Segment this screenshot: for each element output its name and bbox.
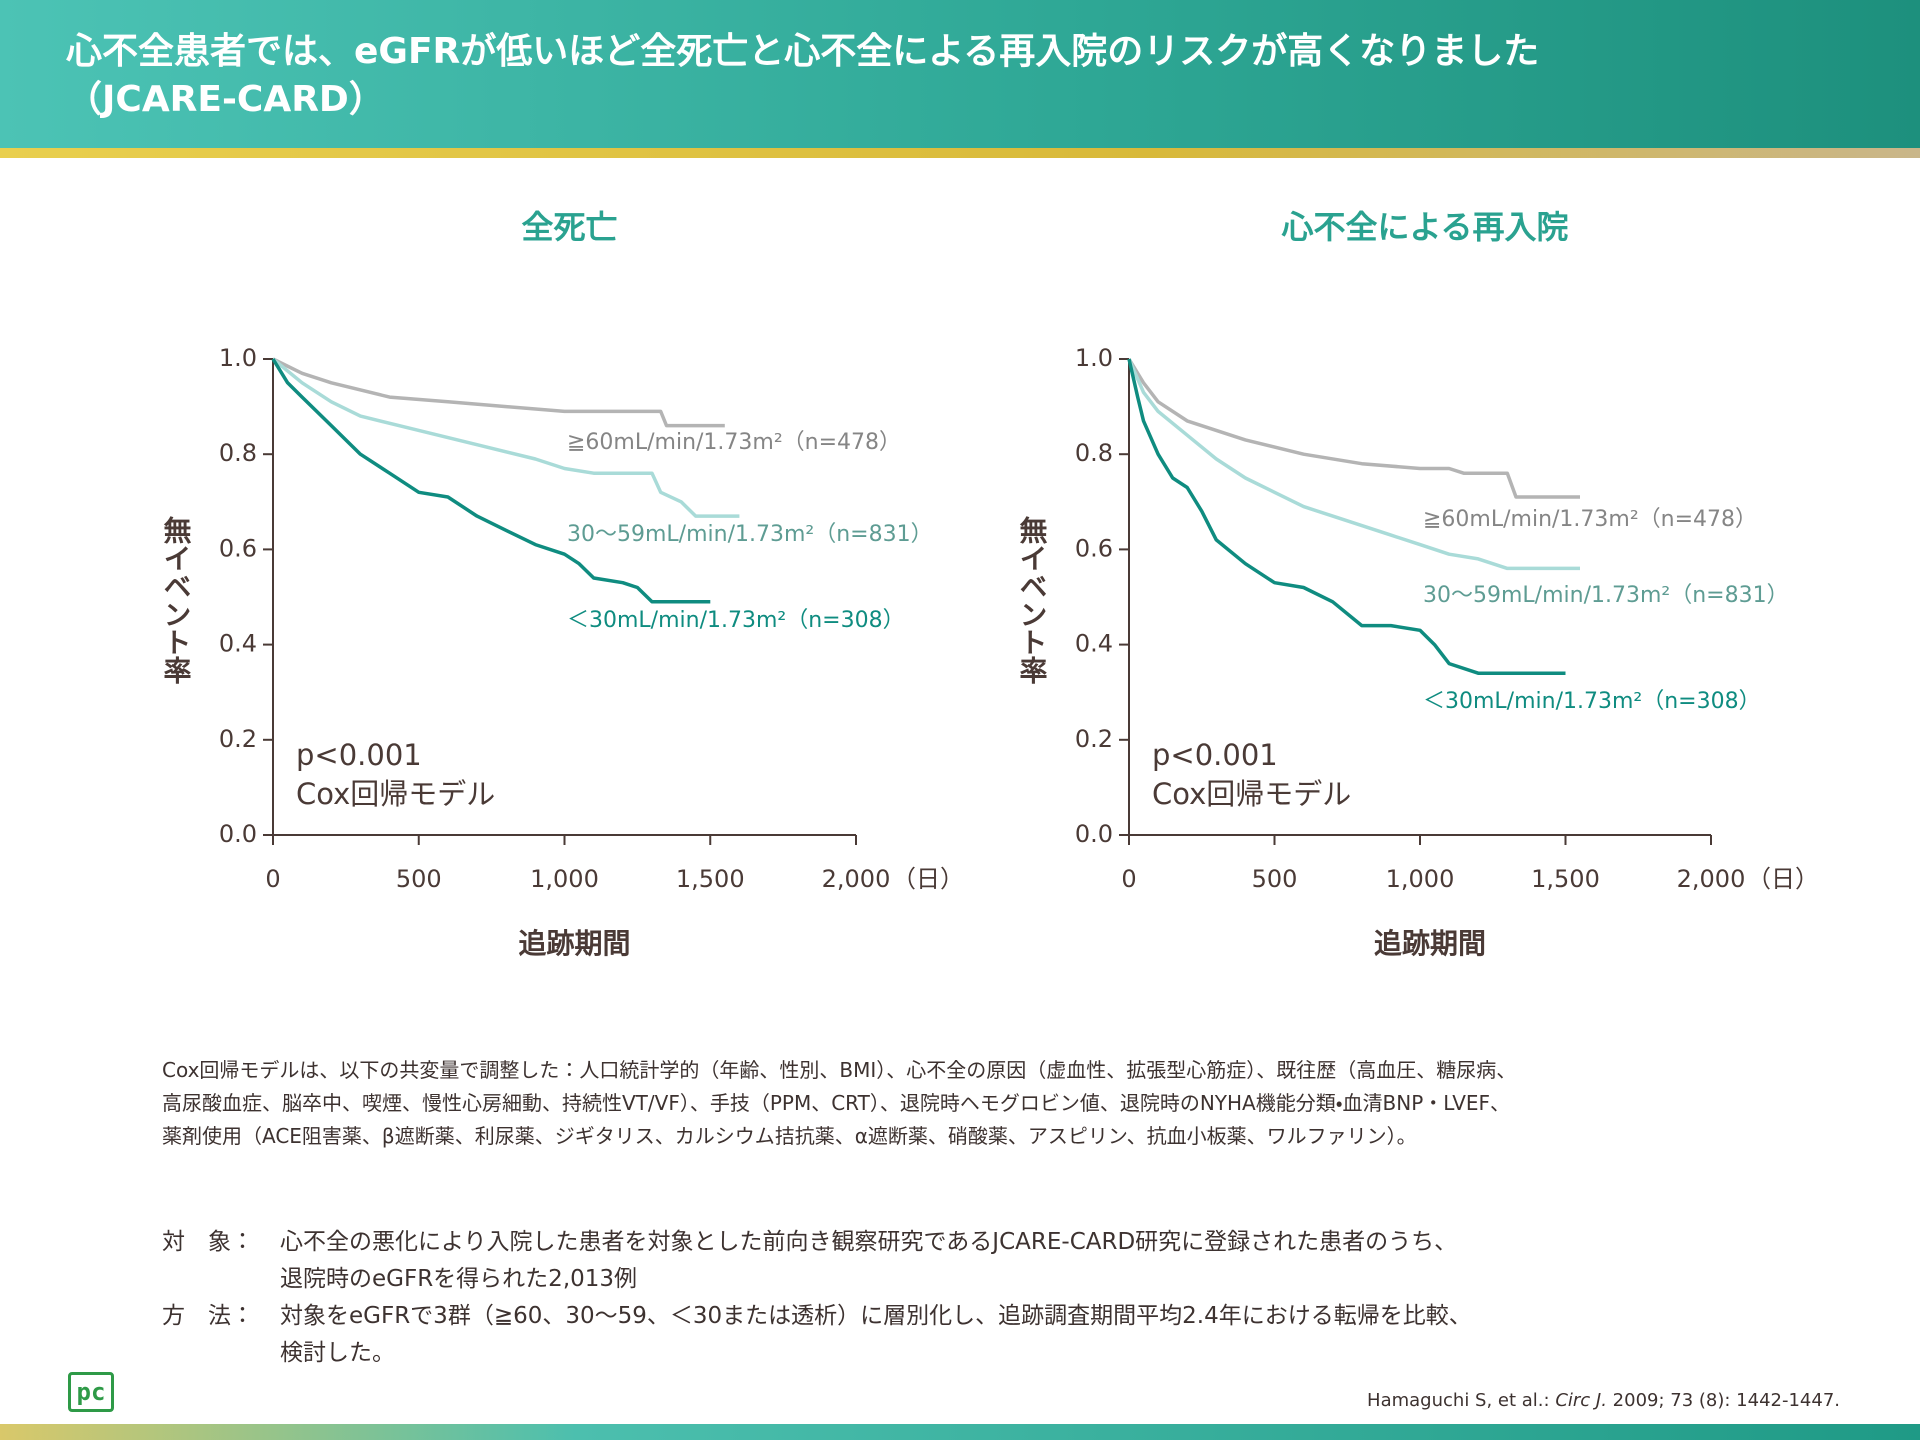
- logo: pc: [68, 1372, 114, 1412]
- citation: Hamaguchi S, et al.: Circ J. 2009; 73 (8…: [1367, 1390, 1840, 1411]
- y-tick-label: 0.8: [1075, 439, 1113, 467]
- citation-authors: Hamaguchi S, et al.:: [1367, 1390, 1556, 1411]
- study-row: 方 法： 対象をeGFRで3群（≧60、30～59、＜30または透析）に層別化し、…: [162, 1298, 1472, 1372]
- y-tick-label: 0.6: [1075, 534, 1113, 562]
- series-label: ≧60mL/min/1.73m²（n=478）: [1423, 507, 1757, 532]
- note-line: Cox回帰モデルは、以下の共変量で調整した：人口統計学的（年齢、性別、BMI）、…: [162, 1058, 1517, 1082]
- y-tick-label: 1.0: [219, 344, 257, 372]
- citation-details: 2009; 73 (8): 1442-1447.: [1606, 1390, 1840, 1411]
- y-tick-label: 0.0: [219, 820, 257, 848]
- y-tick-label: 0.6: [219, 534, 257, 562]
- x-tick-label: 500: [1252, 865, 1298, 893]
- y-tick-label: 0.0: [1075, 820, 1113, 848]
- series-label: ＜30mL/min/1.73m²（n=308）: [1423, 689, 1761, 714]
- survival-curve: [272, 357, 725, 428]
- x-tick-label: 1,000: [1386, 865, 1455, 893]
- x-unit: （日）: [1747, 865, 1819, 893]
- x-tick-label: 1,500: [1531, 865, 1600, 893]
- x-tick-label: 0: [1121, 865, 1136, 893]
- note-line: 薬剤使用（ACE阻害薬、β遮断薬、利尿薬、ジギタリス、カルシウム拮抗薬、α遮断薬…: [162, 1124, 1417, 1148]
- x-tick-label: 1,000: [530, 865, 599, 893]
- y-tick-label: 0.2: [219, 725, 257, 753]
- x-unit: （日）: [892, 865, 964, 893]
- study-text: 心不全の悪化により入院した患者を対象とした前向き観察研究であるJCARE-CAR…: [280, 1224, 1457, 1298]
- survival-curve: [271, 358, 711, 604]
- study-term: 方 法：: [162, 1303, 254, 1329]
- x-tick-label: 2,000: [822, 865, 891, 893]
- study-line: 対象をeGFRで3群（≧60、30～59、＜30または透析）に層別化し、追跡調査…: [280, 1303, 1472, 1329]
- note-line: 高尿酸血症、脳卒中、喫煙、慢性心房細動、持続性VT/VF）、手技（PPM、CRT…: [162, 1091, 1511, 1115]
- bottom-band: [0, 1424, 1920, 1440]
- title-line: 心不全患者では、eGFRが低いほど全死亡と心不全による再入院のリスクが高くなりま…: [66, 31, 1540, 72]
- study-row: 対 象： 心不全の悪化により入院した患者を対象とした前向き観察研究であるJCARE…: [162, 1224, 1472, 1298]
- annotation: Cox回帰モデル: [1152, 777, 1351, 811]
- study-term: 対 象：: [162, 1229, 254, 1255]
- study-text: 対象をeGFRで3群（≧60、30～59、＜30または透析）に層別化し、追跡調査…: [280, 1298, 1472, 1372]
- x-tick-label: 0: [265, 865, 280, 893]
- y-tick-label: 1.0: [1075, 344, 1113, 372]
- y-tick-label: 0.8: [219, 439, 257, 467]
- study-line: 退院時のeGFRを得られた2,013例: [280, 1266, 638, 1292]
- annotation: Cox回帰モデル: [296, 777, 495, 811]
- survival-curve: [271, 357, 740, 518]
- survival-curve: [1127, 358, 1566, 675]
- y-tick-label: 0.2: [1075, 725, 1113, 753]
- header-band: [0, 0, 1920, 148]
- title-line: （JCARE-CARD）: [66, 79, 385, 120]
- x-tick-label: 500: [396, 865, 442, 893]
- y-tick-label: 0.4: [219, 630, 257, 658]
- charts: 全死亡 0.0 0.2 0.4 0.6 0.8 1.0 0 500 1,000 1,500 2,000…: [160, 208, 1820, 960]
- series-label: 30～59mL/min/1.73m²（n=831）: [567, 522, 933, 547]
- series-label: 30～59mL/min/1.73m²（n=831）: [1423, 583, 1789, 608]
- series-label: ＜30mL/min/1.73m²（n=308）: [567, 608, 905, 633]
- study: 対 象： 心不全の悪化により入院した患者を対象とした前向き観察研究であるJCARE…: [162, 1224, 1472, 1372]
- study-line: 心不全の悪化により入院した患者を対象とした前向き観察研究であるJCARE-CAR…: [280, 1229, 1458, 1255]
- y-axis-label: 無イベント率: [160, 516, 193, 684]
- chart-title: 心不全による再入院: [1281, 208, 1568, 246]
- x-axis-label: 追跡期間: [518, 927, 630, 960]
- x-axis-label: 追跡期間: [1374, 927, 1486, 960]
- y-axis-label: 無イベント率: [1016, 516, 1049, 684]
- y-tick-label: 0.4: [1075, 630, 1113, 658]
- series-label: ≧60mL/min/1.73m²（n=478）: [567, 430, 901, 455]
- study-line: 検討した。: [280, 1340, 395, 1366]
- header-stripe: [0, 148, 1920, 158]
- survival-curve: [1127, 358, 1580, 499]
- annotation: p<0.001: [1152, 738, 1278, 772]
- x-tick-label: 1,500: [676, 865, 745, 893]
- x-tick-label: 2,000: [1677, 865, 1746, 893]
- annotation: p<0.001: [296, 738, 422, 772]
- survival-curve: [1127, 358, 1580, 571]
- notes: Cox回帰モデルは、以下の共変量で調整した：人口統計学的（年齢、性別、BMI）、…: [162, 1054, 1516, 1153]
- citation-journal: Circ J.: [1555, 1390, 1607, 1411]
- slide-title: 心不全患者では、eGFRが低いほど全死亡と心不全による再入院のリスクが高くなりま…: [66, 28, 1539, 124]
- chart-title: 全死亡: [521, 208, 617, 246]
